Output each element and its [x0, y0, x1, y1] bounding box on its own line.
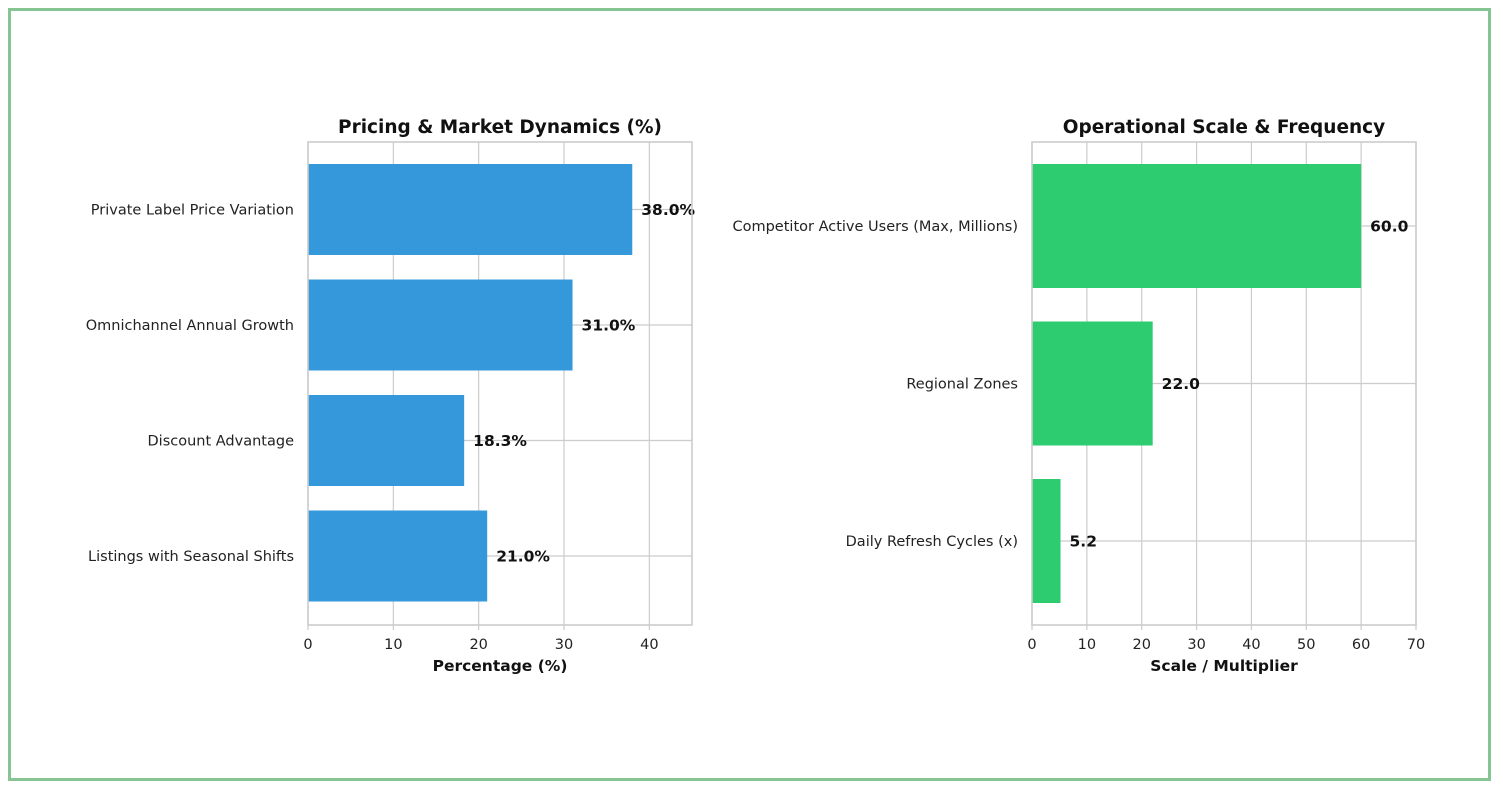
x-axis-label: Percentage (%): [433, 657, 568, 675]
x-tick-label: 30: [555, 637, 573, 653]
figure-frame: [8, 8, 1491, 781]
x-axis-label: Scale / Multiplier: [1150, 657, 1298, 675]
x-tick-label: 40: [1242, 637, 1260, 653]
bar-value-label: 21.0%: [496, 548, 550, 566]
x-tick-label: 20: [1132, 637, 1150, 653]
bar-value-label: 22.0: [1162, 375, 1200, 393]
chart-title: Operational Scale & Frequency: [1063, 117, 1385, 138]
bar-value-label: 38.0%: [641, 201, 695, 219]
category-label: Omnichannel Annual Growth: [86, 318, 294, 334]
x-tick-label: 40: [640, 637, 658, 653]
category-label: Discount Advantage: [148, 434, 295, 450]
x-tick-label: 50: [1297, 637, 1315, 653]
bar: [1032, 164, 1362, 288]
category-label: Private Label Price Variation: [91, 203, 294, 219]
x-tick-label: 30: [1187, 637, 1205, 653]
bar: [308, 510, 488, 602]
x-tick-label: 10: [1078, 637, 1096, 653]
category-label: Competitor Active Users (Max, Millions): [732, 219, 1018, 235]
axes-frame: [307, 141, 693, 626]
bar: [308, 279, 573, 371]
category-label: Daily Refresh Cycles (x): [846, 534, 1018, 550]
bar-value-label: 18.3%: [473, 432, 527, 450]
x-tick-label: 0: [303, 637, 312, 653]
bar-value-label: 60.0: [1370, 218, 1408, 236]
x-tick-label: 20: [469, 637, 487, 653]
bar-value-label: 31.0%: [582, 317, 636, 335]
bar: [1032, 479, 1061, 603]
category-label: Regional Zones: [906, 377, 1018, 393]
bar: [308, 164, 633, 255]
x-tick-label: 0: [1027, 637, 1036, 653]
x-tick-label: 10: [384, 637, 402, 653]
x-tick-label: 60: [1352, 637, 1370, 653]
axes-frame: [1031, 141, 1417, 626]
bar: [1032, 321, 1153, 446]
bar: [308, 395, 465, 486]
chart-title: Pricing & Market Dynamics (%): [338, 117, 662, 138]
category-label: Listings with Seasonal Shifts: [88, 549, 294, 565]
bar-value-label: 5.2: [1070, 533, 1097, 551]
x-tick-label: 70: [1407, 637, 1425, 653]
